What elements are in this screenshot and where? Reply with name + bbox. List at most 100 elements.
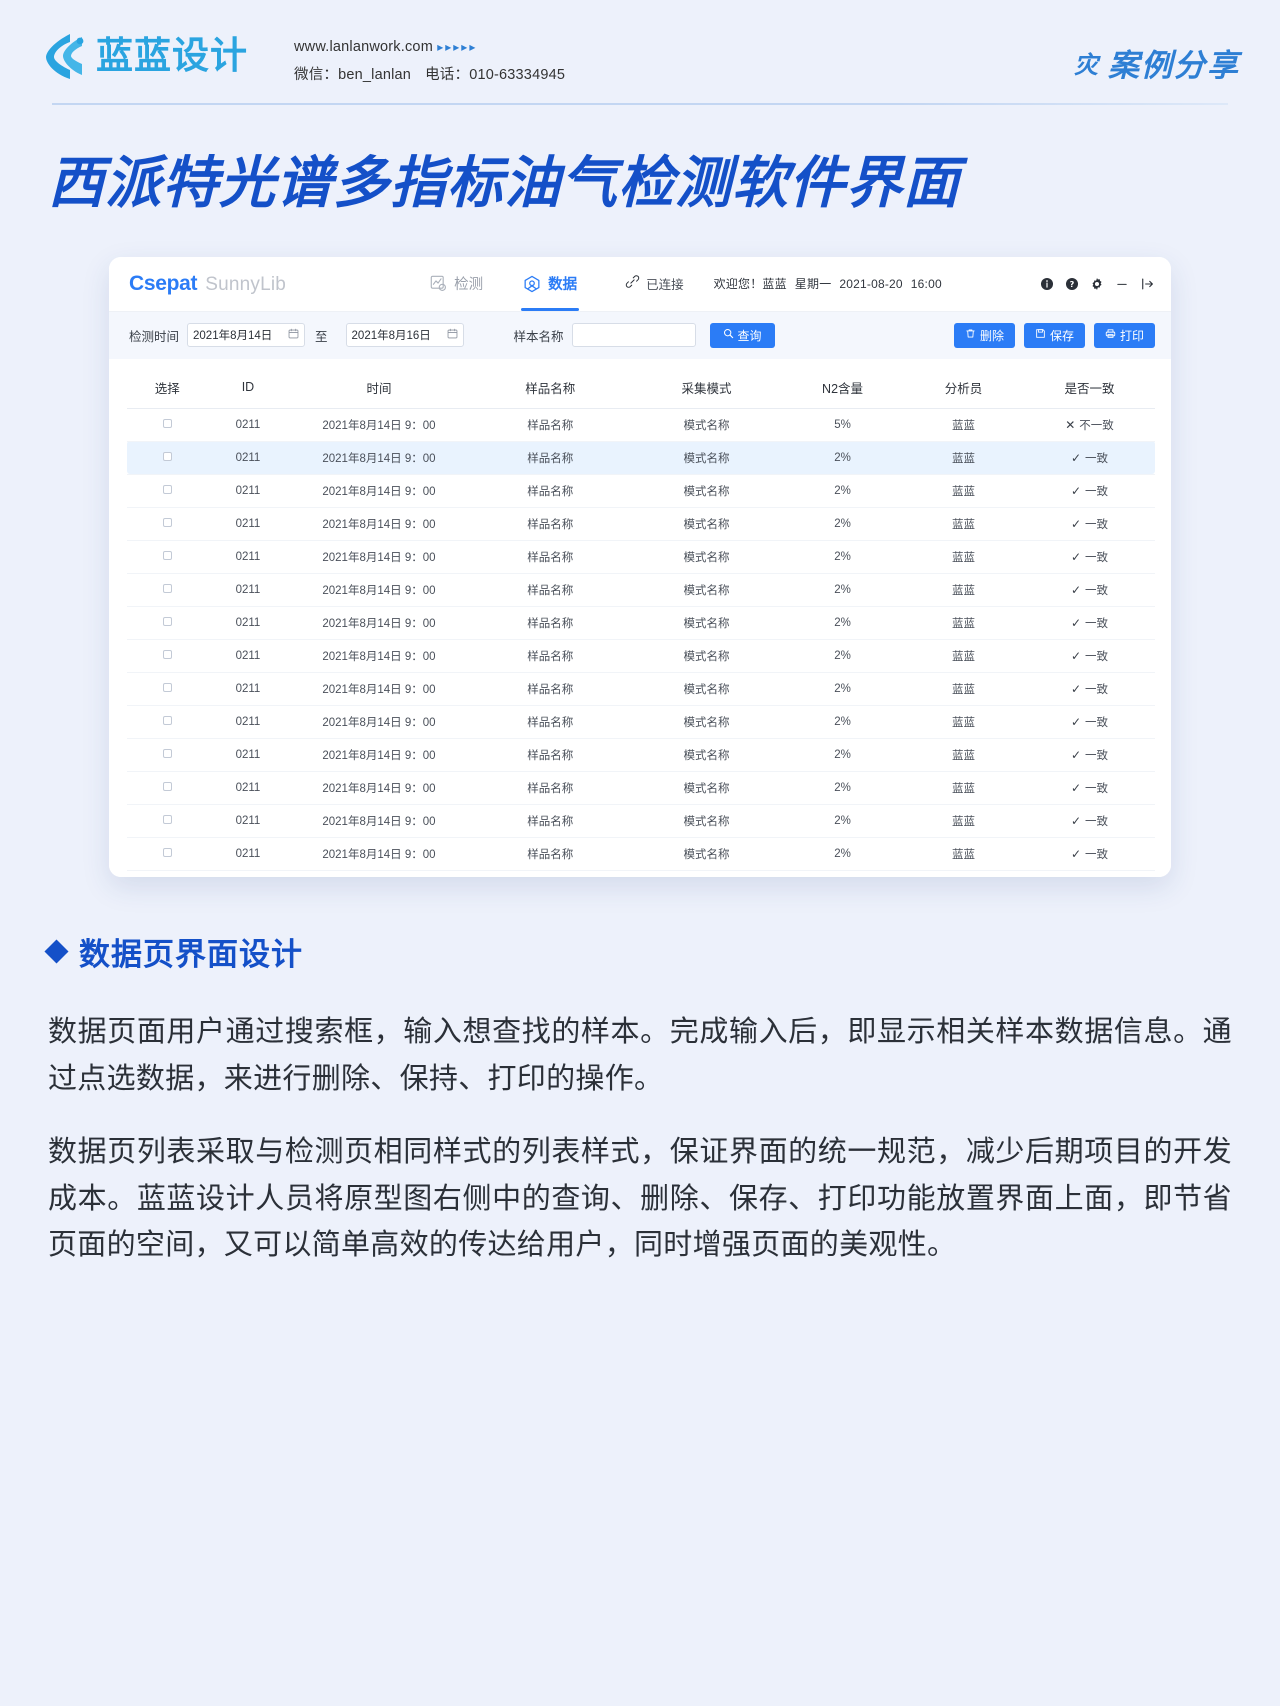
- row-checkbox[interactable]: [162, 418, 172, 428]
- gear-icon[interactable]: [1090, 277, 1104, 291]
- welcome-text: 欢迎您！蓝蓝: [713, 277, 787, 292]
- check-icon: ✓: [1070, 483, 1081, 498]
- row-id: 0211: [207, 804, 289, 838]
- table-row[interactable]: 0211 2021年8月14日 9：00 样品名称 模式名称 5% 蓝蓝 ✕ 不一致: [127, 408, 1155, 442]
- row-select-cell[interactable]: [127, 507, 208, 541]
- tab-detection[interactable]: 检测: [430, 257, 483, 311]
- print-button[interactable]: 打印: [1093, 322, 1155, 348]
- date-from-input[interactable]: 2021年8月14日: [187, 323, 306, 348]
- row-select-cell[interactable]: [127, 837, 208, 871]
- check-icon: ✓: [1070, 549, 1081, 564]
- row-checkbox[interactable]: [162, 814, 172, 824]
- row-select-cell[interactable]: [127, 408, 208, 442]
- table-header-row: 选择 ID 时间 样品名称 采集模式 N2含量 分析员 是否一致: [127, 368, 1155, 409]
- query-button[interactable]: 查询: [709, 322, 775, 348]
- row-match-cell: ✓ 一致: [1023, 573, 1155, 607]
- row-select-cell[interactable]: [127, 738, 208, 772]
- save-button[interactable]: 保存: [1023, 322, 1085, 348]
- row-checkbox[interactable]: [162, 649, 172, 659]
- row-id: 0211: [207, 606, 289, 640]
- delete-button[interactable]: 删除: [953, 322, 1015, 348]
- row-select-cell[interactable]: [127, 573, 208, 607]
- row-select-cell[interactable]: [127, 540, 208, 574]
- row-checkbox[interactable]: [162, 550, 172, 560]
- row-select-cell[interactable]: [127, 705, 208, 739]
- row-n2-content: 2%: [782, 672, 904, 706]
- row-checkbox[interactable]: [162, 517, 172, 527]
- row-sample-name: 样品名称: [469, 771, 631, 805]
- row-select-cell[interactable]: [127, 672, 208, 706]
- row-checkbox[interactable]: [162, 616, 172, 626]
- help-icon[interactable]: ?: [1065, 277, 1079, 291]
- row-time: 2021年8月14日 9：00: [288, 441, 470, 475]
- tab-data[interactable]: 数据: [521, 257, 580, 311]
- row-analyst: 蓝蓝: [903, 639, 1024, 673]
- row-time: 2021年8月14日 9：00: [288, 606, 470, 640]
- row-match-cell: ✓ 一致: [1023, 705, 1155, 739]
- wechat-value: ben_lanlan: [338, 66, 412, 83]
- row-id: 0211: [207, 771, 289, 805]
- app-brand: Csepat SunnyLib: [129, 272, 286, 296]
- row-analyst: 蓝蓝: [903, 837, 1024, 871]
- row-time: 2021年8月14日 9：00: [288, 705, 470, 739]
- row-select-cell[interactable]: [127, 870, 208, 877]
- minimize-icon[interactable]: [1115, 277, 1129, 291]
- row-select-cell[interactable]: [127, 771, 208, 805]
- row-select-cell[interactable]: [127, 804, 208, 838]
- row-match-cell: ✕ 不一致: [1023, 408, 1155, 442]
- toolbar-icon-group: ?: [1040, 277, 1155, 291]
- col-id: ID: [207, 368, 289, 409]
- row-match-cell: ✓ 一致: [1023, 771, 1155, 805]
- match-label: 不一致: [1079, 419, 1114, 432]
- row-analyst: 蓝蓝: [903, 408, 1024, 442]
- cross-icon: ✕: [1065, 417, 1076, 432]
- sample-name-input[interactable]: [571, 323, 696, 348]
- date-to-input[interactable]: 2021年8月16日: [345, 323, 464, 348]
- info-icon[interactable]: [1040, 277, 1054, 291]
- row-sample-name: 样品名称: [469, 573, 631, 607]
- row-analyst: 蓝蓝: [903, 573, 1024, 607]
- row-checkbox[interactable]: [162, 847, 172, 857]
- row-mode: 模式名称: [630, 474, 783, 508]
- save-disk-icon: [1035, 328, 1046, 342]
- row-checkbox[interactable]: [162, 748, 172, 758]
- row-checkbox[interactable]: [162, 781, 172, 791]
- row-checkbox[interactable]: [162, 484, 172, 494]
- logout-icon[interactable]: [1140, 277, 1155, 291]
- section-heading: 数据页界面设计: [44, 929, 1280, 974]
- row-time: 2021年8月14日 9：00: [288, 474, 470, 508]
- row-analyst: 蓝蓝: [903, 540, 1024, 574]
- match-consistent-badge: ✓ 一致: [1071, 846, 1108, 862]
- row-select-cell[interactable]: [127, 474, 208, 508]
- company-logo: 蓝蓝设计: [40, 30, 248, 80]
- row-checkbox[interactable]: [162, 715, 172, 725]
- match-consistent-badge: ✓ 一致: [1071, 813, 1108, 829]
- row-checkbox[interactable]: [162, 583, 172, 593]
- match-consistent-badge: ✓ 一致: [1071, 582, 1108, 598]
- row-sample-name: 样品名称: [469, 738, 631, 772]
- connection-status: 已连接: [625, 274, 684, 294]
- row-checkbox[interactable]: [162, 682, 172, 692]
- row-select-cell[interactable]: [127, 639, 208, 673]
- row-checkbox[interactable]: [162, 451, 172, 461]
- date-to-value: 2021年8月16日: [351, 330, 431, 343]
- check-icon: ✓: [1070, 582, 1081, 597]
- row-id: 0211: [207, 573, 289, 607]
- row-select-cell[interactable]: [127, 441, 208, 475]
- row-select-cell[interactable]: [127, 606, 208, 640]
